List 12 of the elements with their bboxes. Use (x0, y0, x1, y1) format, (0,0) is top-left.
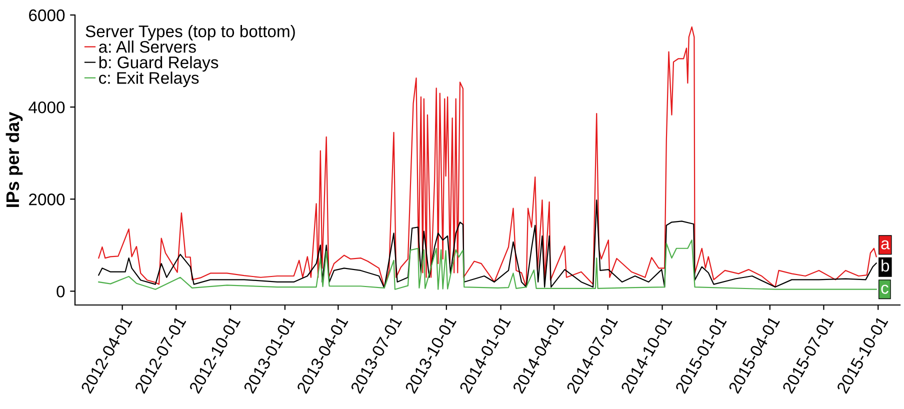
y-tick-label: 2000 (29, 194, 65, 206)
legend-label: b: Guard Relays (99, 56, 218, 72)
annotation: c (881, 284, 888, 294)
legend-label: c: Exit Relays (99, 72, 199, 88)
annotation: b (882, 259, 890, 272)
y-tick-label: 4000 (28, 101, 65, 114)
legend-title: Server Types (top to bottom) (86, 25, 295, 41)
y-axis-title: IPs per day (6, 112, 23, 207)
annotation: a (881, 240, 890, 250)
y-tick-label: 0 (56, 286, 65, 298)
y-tick-label: 6000 (29, 9, 65, 22)
legend-label: a: All Servers (99, 40, 196, 53)
